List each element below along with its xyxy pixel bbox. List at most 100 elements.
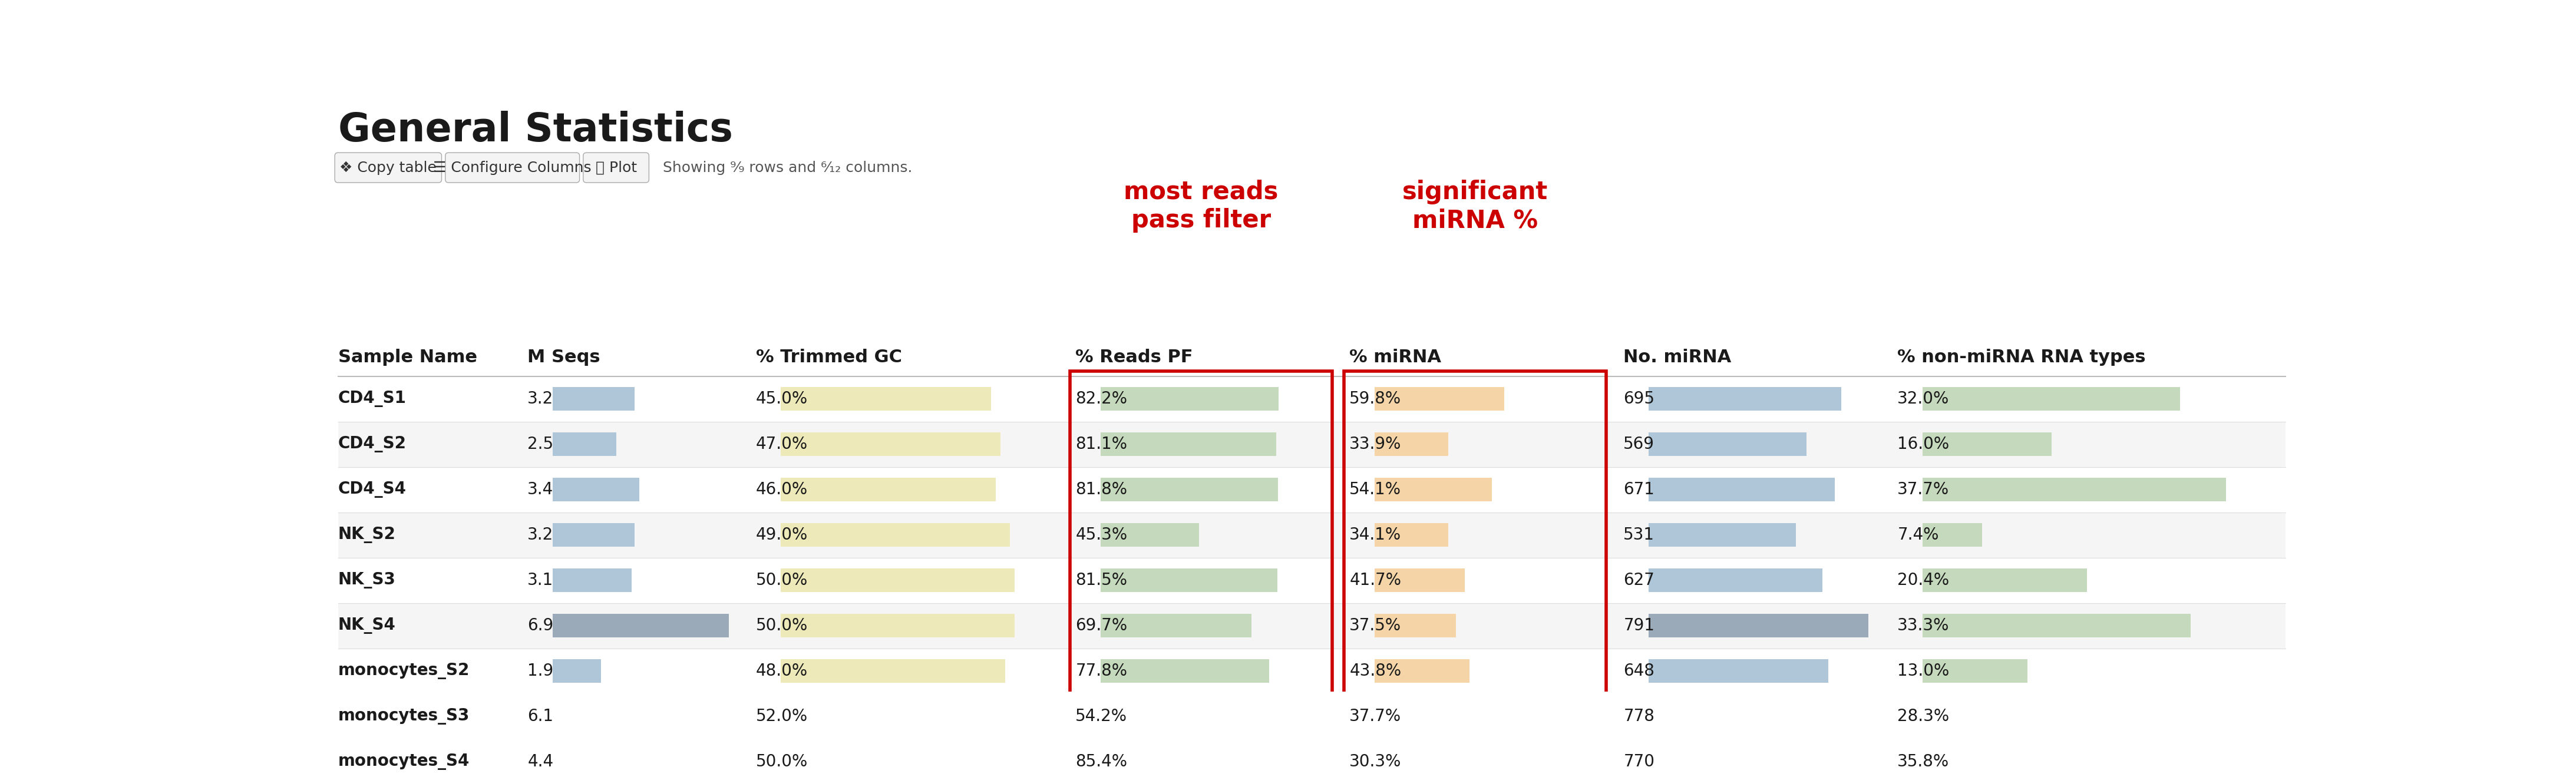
Text: 2.5: 2.5: [528, 436, 554, 452]
Bar: [554, 614, 729, 638]
Bar: [1069, 371, 1332, 777]
Text: 695: 695: [1623, 391, 1654, 407]
Bar: [1376, 478, 1492, 501]
Text: 791: 791: [1623, 618, 1654, 634]
Text: General Statistics: General Statistics: [337, 111, 732, 150]
Bar: [1922, 705, 2151, 728]
Bar: [1100, 523, 1198, 547]
Text: % non-miRNA RNA types: % non-miRNA RNA types: [1899, 348, 2146, 365]
Bar: [1649, 387, 1842, 411]
Text: 35.8%: 35.8%: [1899, 754, 1950, 770]
Bar: [1376, 569, 1466, 592]
Text: 30.3%: 30.3%: [1350, 754, 1401, 770]
FancyBboxPatch shape: [446, 152, 580, 183]
Bar: [554, 705, 708, 728]
Bar: [1376, 614, 1455, 638]
Text: 28.3%: 28.3%: [1899, 708, 1950, 725]
Text: 52.0%: 52.0%: [755, 708, 809, 725]
Text: 77.8%: 77.8%: [1074, 663, 1128, 679]
Bar: [1376, 750, 1440, 774]
Bar: [1649, 750, 1862, 774]
Text: 48.0%: 48.0%: [755, 663, 809, 679]
Bar: [1922, 523, 1981, 547]
Text: monocytes_S4: monocytes_S4: [337, 754, 469, 770]
Bar: [781, 750, 1015, 774]
Bar: [337, 422, 2285, 467]
Text: 34.1%: 34.1%: [1350, 527, 1401, 543]
Text: Showing ⁹⁄₉ rows and ⁶⁄₁₂ columns.: Showing ⁹⁄₉ rows and ⁶⁄₁₂ columns.: [662, 161, 912, 175]
Bar: [781, 705, 1025, 728]
Bar: [781, 660, 1005, 683]
Bar: [1376, 433, 1448, 456]
Bar: [1922, 660, 2027, 683]
Text: 33.9%: 33.9%: [1350, 436, 1401, 452]
Text: 3.2: 3.2: [528, 527, 554, 543]
Bar: [781, 478, 997, 501]
Bar: [337, 694, 2285, 739]
Text: 569: 569: [1623, 436, 1654, 452]
Text: ❖ Copy table: ❖ Copy table: [340, 161, 438, 175]
Text: M Seqs: M Seqs: [528, 348, 600, 365]
Text: 59.8%: 59.8%: [1350, 391, 1401, 407]
Text: 81.1%: 81.1%: [1074, 436, 1128, 452]
Bar: [554, 433, 616, 456]
Text: 41.7%: 41.7%: [1350, 572, 1401, 589]
Text: 37.5%: 37.5%: [1350, 618, 1401, 634]
Text: monocytes_S3: monocytes_S3: [337, 708, 469, 725]
Text: 81.8%: 81.8%: [1074, 482, 1128, 498]
Text: 20.4%: 20.4%: [1899, 572, 1950, 589]
Bar: [1100, 750, 1285, 774]
Bar: [1649, 478, 1834, 501]
Text: CD4_S1: CD4_S1: [337, 391, 407, 407]
Text: 6.9: 6.9: [528, 618, 554, 634]
Text: 46.0%: 46.0%: [755, 482, 809, 498]
Bar: [337, 467, 2285, 512]
Text: 50.0%: 50.0%: [755, 754, 809, 770]
Text: monocytes_S2: monocytes_S2: [337, 663, 469, 679]
Bar: [1100, 478, 1278, 501]
Text: CD4_S2: CD4_S2: [337, 436, 407, 452]
Text: 43.8%: 43.8%: [1350, 663, 1401, 679]
Bar: [1922, 478, 2226, 501]
Text: NK_S4: NK_S4: [337, 618, 397, 634]
Bar: [1100, 705, 1218, 728]
Bar: [781, 523, 1010, 547]
Text: 45.0%: 45.0%: [755, 391, 809, 407]
Bar: [554, 523, 634, 547]
Bar: [1100, 660, 1270, 683]
Bar: [1922, 569, 2087, 592]
Text: 770: 770: [1623, 754, 1654, 770]
Text: 13.0%: 13.0%: [1899, 663, 1950, 679]
Bar: [554, 569, 631, 592]
Text: Sample Name: Sample Name: [337, 348, 477, 365]
Bar: [337, 739, 2285, 777]
Text: significant
miRNA %: significant miRNA %: [1401, 179, 1548, 233]
Text: No. miRNA: No. miRNA: [1623, 348, 1731, 365]
Text: 7.4%: 7.4%: [1899, 527, 1940, 543]
Text: 82.2%: 82.2%: [1074, 391, 1128, 407]
Bar: [1922, 433, 2050, 456]
Bar: [1649, 523, 1795, 547]
Bar: [781, 614, 1015, 638]
Bar: [554, 478, 639, 501]
Bar: [337, 558, 2285, 603]
Text: 648: 648: [1623, 663, 1654, 679]
Text: % miRNA: % miRNA: [1350, 348, 1443, 365]
Text: 47.0%: 47.0%: [755, 436, 809, 452]
Bar: [337, 603, 2285, 649]
Bar: [1922, 387, 2179, 411]
Text: 50.0%: 50.0%: [755, 618, 809, 634]
Text: 778: 778: [1623, 708, 1654, 725]
Bar: [1376, 387, 1504, 411]
Bar: [1376, 660, 1468, 683]
Text: 69.7%: 69.7%: [1074, 618, 1128, 634]
Text: 627: 627: [1623, 572, 1654, 589]
Bar: [1649, 433, 1806, 456]
Bar: [1376, 523, 1448, 547]
Bar: [781, 433, 999, 456]
Bar: [554, 750, 665, 774]
Text: 6.1: 6.1: [528, 708, 554, 725]
Bar: [337, 338, 2285, 376]
FancyBboxPatch shape: [335, 152, 440, 183]
Bar: [1376, 705, 1455, 728]
